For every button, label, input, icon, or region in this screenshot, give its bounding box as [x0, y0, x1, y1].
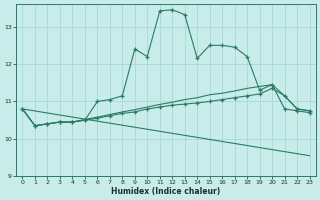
X-axis label: Humidex (Indice chaleur): Humidex (Indice chaleur) [111, 187, 221, 196]
